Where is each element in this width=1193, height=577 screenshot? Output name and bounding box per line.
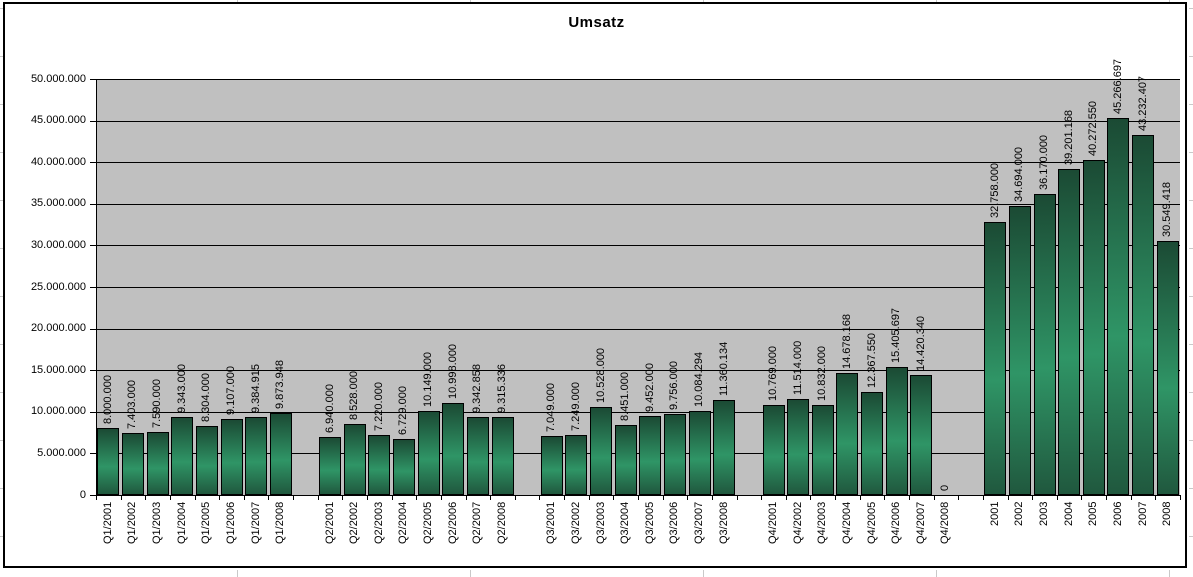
spreadsheet-gridline-stub (1189, 56, 1193, 57)
spreadsheet-gridline-stub (0, 440, 3, 441)
spreadsheet-gridline-stub (0, 56, 3, 57)
gridline-10.000.000 (97, 411, 1180, 413)
spreadsheet-gridline-stub (1189, 104, 1193, 105)
gridline-30.000.000 (97, 245, 1180, 247)
spreadsheet-gridline-stub (0, 8, 3, 9)
spreadsheet-gridline-stub (1169, 0, 1170, 2)
gridline-35.000.000 (97, 203, 1180, 205)
spreadsheet-gridline-stub (470, 0, 471, 2)
spreadsheet-gridline-stub (1189, 296, 1193, 297)
spreadsheet-gridline-stub (0, 152, 3, 153)
spreadsheet-gridline-stub (1189, 8, 1193, 9)
spreadsheet-gridline-stub (470, 570, 471, 577)
spreadsheet-gridline-stub (237, 570, 238, 577)
spreadsheet-gridline-stub (0, 536, 3, 537)
spreadsheet-gridline-stub (1189, 152, 1193, 153)
spreadsheet-gridline-stub (0, 104, 3, 105)
spreadsheet-gridline-stub (703, 570, 704, 577)
spreadsheet-gridline-stub (703, 0, 704, 2)
spreadsheet-gridline-stub (237, 0, 238, 2)
spreadsheet-gridline-stub (0, 392, 3, 393)
spreadsheet-gridline-stub (1189, 440, 1193, 441)
gridline-15.000.000 (97, 370, 1180, 372)
spreadsheet-gridline-stub (936, 0, 937, 2)
spreadsheet-gridline-stub (1189, 488, 1193, 489)
spreadsheet-gridline-stub (1189, 344, 1193, 345)
gridline-40.000.000 (97, 162, 1180, 164)
spreadsheet-gridline-stub (1169, 570, 1170, 577)
spreadsheet-gridline-stub (0, 200, 3, 201)
gridline-5.000.000 (97, 453, 1180, 455)
x-axis-line (96, 494, 1181, 496)
plot-area (96, 79, 1180, 495)
spreadsheet-gridline-stub (1189, 392, 1193, 393)
spreadsheet-gridline-stub (1189, 248, 1193, 249)
gridline-20.000.000 (97, 328, 1180, 330)
gridline-45.000.000 (97, 120, 1180, 122)
chart-title: Umsatz (568, 14, 625, 31)
spreadsheet-gridline-stub (936, 570, 937, 577)
spreadsheet-gridline-stub (0, 344, 3, 345)
spreadsheet-gridline-stub (1189, 536, 1193, 537)
gridline-25.000.000 (97, 287, 1180, 288)
spreadsheet-gridline-stub (1189, 200, 1193, 201)
spreadsheet-gridline-stub (0, 248, 3, 249)
spreadsheet-gridline-stub (0, 488, 3, 489)
spreadsheet-gridline-stub (0, 296, 3, 297)
gridline-50.000.000 (97, 79, 1180, 80)
